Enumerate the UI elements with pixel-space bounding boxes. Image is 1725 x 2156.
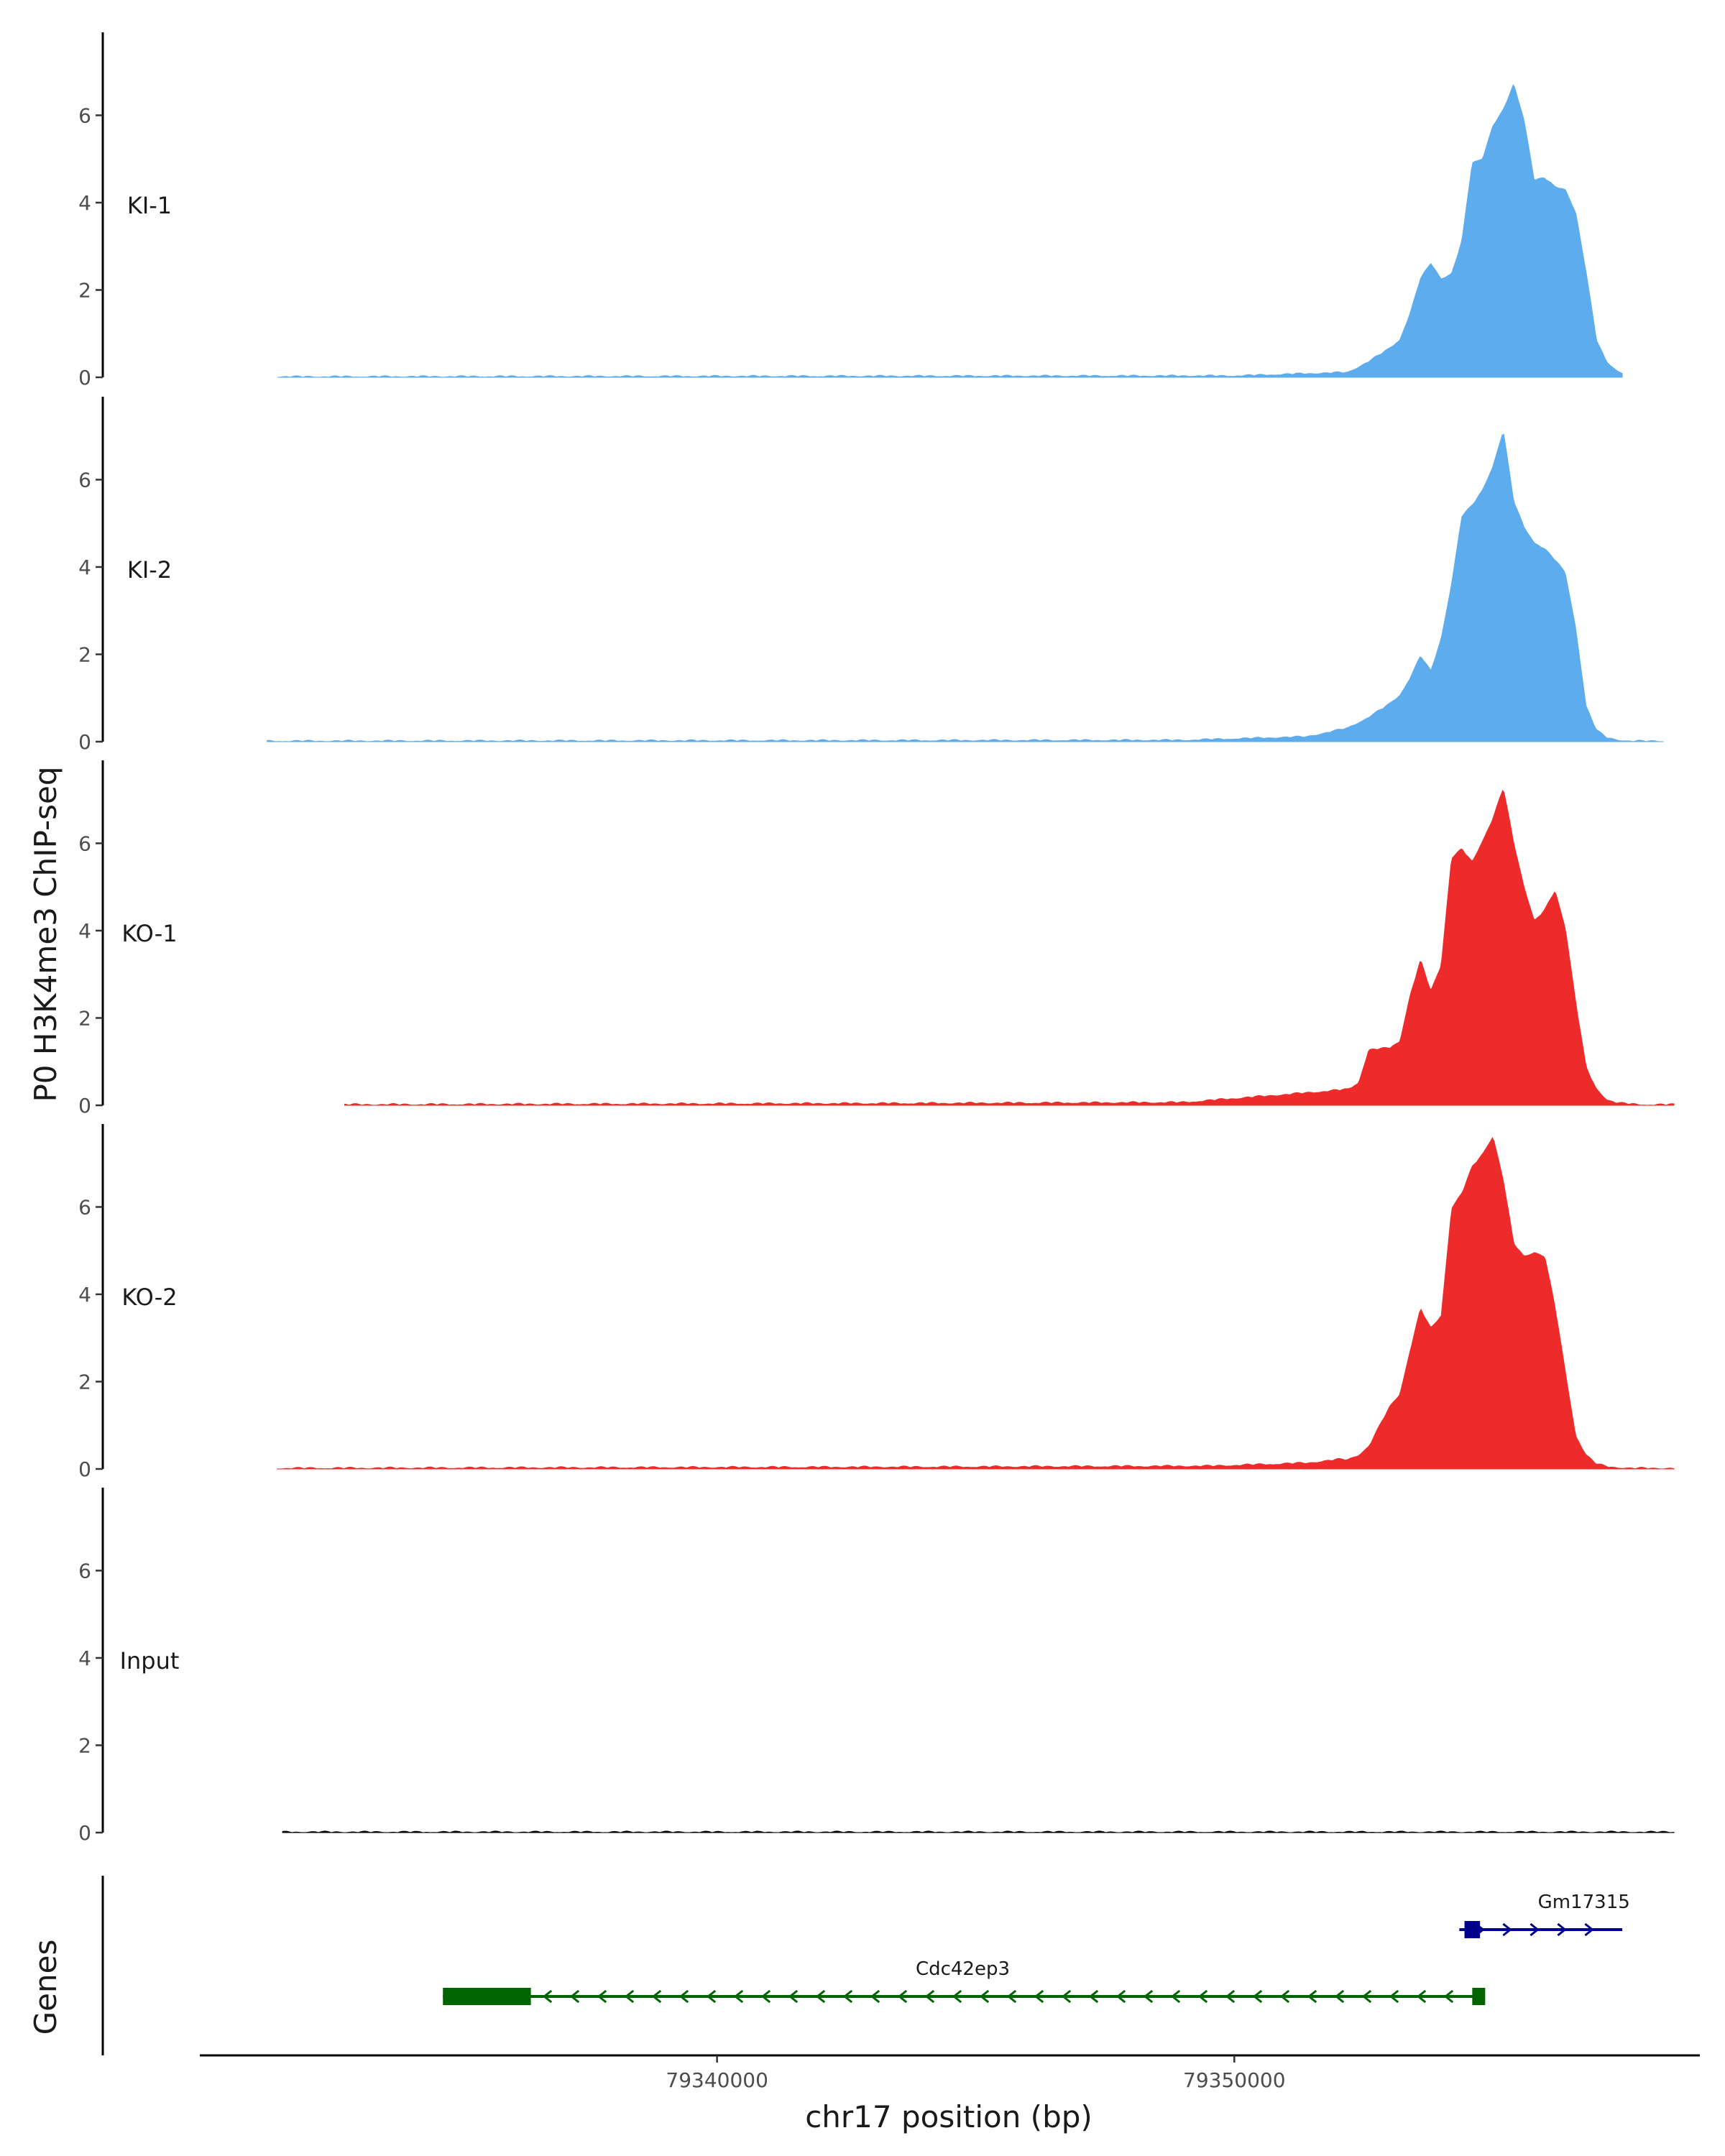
- strand-arrow: [1252, 1989, 1263, 2004]
- y-tick-label: 4: [78, 191, 91, 215]
- y-tick-label: 6: [78, 103, 91, 127]
- strand-arrow: [678, 1989, 689, 2004]
- track-label: KI-2: [127, 556, 172, 584]
- strand-arrow: [651, 1989, 662, 2004]
- track-ko-2: 0 2 4 6 KO-2: [78, 1124, 1675, 1481]
- x-tick-label: 79340000: [666, 2068, 768, 2092]
- y-tick-label: 4: [78, 1283, 91, 1307]
- strand-arrow: [706, 1989, 717, 2004]
- gene-name-label: Gm17315: [1538, 1892, 1630, 1913]
- y-tick-label: 4: [78, 919, 91, 943]
- y-tick-label: 2: [78, 1733, 91, 1757]
- strand-arrow: [760, 1989, 771, 2004]
- coverage-area-ko-2: [277, 1137, 1675, 1470]
- strand-arrow: [1334, 1989, 1345, 2004]
- strand-arrow: [1416, 1989, 1427, 2004]
- y-axis-title: P0 H3K4me3 ChIP-seq: [28, 766, 63, 1102]
- y-tick-label: 0: [78, 366, 91, 390]
- gene-cdc42ep3: Cdc42ep3: [443, 1958, 1486, 2005]
- track-label: KI-1: [127, 192, 172, 219]
- strand-arrow: [1443, 1989, 1454, 2004]
- strand-arrow: [1143, 1989, 1154, 2004]
- strand-arrow: [597, 1989, 607, 2004]
- y-tick-label: 2: [78, 278, 91, 302]
- coverage-area-ko-1: [344, 789, 1675, 1106]
- strand-arrow: [1116, 1989, 1126, 2004]
- track-ko-1: 0 2 4 6 KO-1: [78, 760, 1675, 1118]
- track-ki-2: 0 2 4 6 KI-2: [78, 397, 1664, 754]
- y-tick-label: 4: [78, 556, 91, 579]
- gene-gm17315: Gm17315: [1459, 1892, 1630, 1938]
- strand-arrow: [1389, 1989, 1399, 2004]
- strand-arrow: [1307, 1989, 1317, 2004]
- gene-exon: [1464, 1921, 1481, 1938]
- strand-arrow: [924, 1989, 935, 2004]
- y-tick-label: 2: [78, 1370, 91, 1393]
- y-tick-label: 0: [78, 1457, 91, 1481]
- gene-exon: [443, 1988, 531, 2005]
- track-ki-1: 0 2 4 6 KI-1: [78, 32, 1623, 390]
- x-axis: 79340000 79350000: [200, 2054, 1700, 2092]
- y-tick-label: 6: [78, 1559, 91, 1583]
- strand-arrow: [1225, 1989, 1236, 2004]
- y-tick-label: 2: [78, 642, 91, 666]
- strand-arrow: [1279, 1989, 1290, 2004]
- track-label: KO-1: [121, 920, 177, 947]
- strand-arrow: [1170, 1989, 1181, 2004]
- strand-arrow: [1557, 1922, 1567, 1937]
- strand-arrow: [1584, 1922, 1594, 1937]
- strand-arrow: [569, 1989, 580, 2004]
- strand-arrow: [1361, 1989, 1372, 2004]
- y-tick-label: 6: [78, 468, 91, 492]
- coverage-area-ki-1: [277, 83, 1623, 378]
- coverage-tracks: 0 2 4 6 KI-1 0 2 4 6 KI-2 0 2 4 6 KO-1 0 2 4 6 KO-2 0 2 4 6 Inpu…: [78, 32, 1675, 1845]
- x-axis-title: chr17 position (bp): [805, 2099, 1092, 2134]
- strand-arrow: [842, 1989, 853, 2004]
- strand-arrow: [788, 1989, 799, 2004]
- track-label: KO-2: [121, 1284, 177, 1311]
- gene-name-label: Cdc42ep3: [916, 1958, 1010, 1980]
- strand-arrow: [1502, 1922, 1512, 1937]
- strand-arrow: [815, 1989, 826, 2004]
- y-tick-label: 2: [78, 1006, 91, 1030]
- coverage-area-input: [282, 1830, 1675, 1833]
- strand-arrow: [1088, 1989, 1099, 2004]
- strand-arrow: [897, 1989, 908, 2004]
- strand-arrow: [1034, 1989, 1044, 2004]
- strand-arrow: [1006, 1989, 1017, 2004]
- gene-exon: [1472, 1988, 1486, 2005]
- strand-arrow: [1530, 1922, 1540, 1937]
- strand-arrow: [870, 1989, 880, 2004]
- strand-arrow: [1197, 1989, 1208, 2004]
- coverage-area-ki-2: [267, 433, 1664, 742]
- y-tick-label: 0: [78, 730, 91, 754]
- strand-arrow: [952, 1989, 962, 2004]
- strand-arrow: [542, 1989, 553, 2004]
- strand-arrow: [733, 1989, 744, 2004]
- strand-arrow: [979, 1989, 990, 2004]
- y-tick-label: 6: [78, 1195, 91, 1219]
- track-label: Input: [120, 1647, 180, 1674]
- y-tick-label: 0: [78, 1821, 91, 1845]
- y-tick-label: 4: [78, 1646, 91, 1670]
- genes-track-title: Genes: [28, 1940, 63, 2035]
- strand-arrow: [624, 1989, 635, 2004]
- strand-arrow: [1061, 1989, 1072, 2004]
- track-input: 0 2 4 6 Input: [78, 1488, 1675, 1845]
- x-tick-label: 79350000: [1183, 2068, 1286, 2092]
- genes-track: Cdc42ep3 Gm17315: [101, 1876, 1630, 2055]
- y-tick-label: 6: [78, 831, 91, 855]
- y-tick-label: 0: [78, 1094, 91, 1118]
